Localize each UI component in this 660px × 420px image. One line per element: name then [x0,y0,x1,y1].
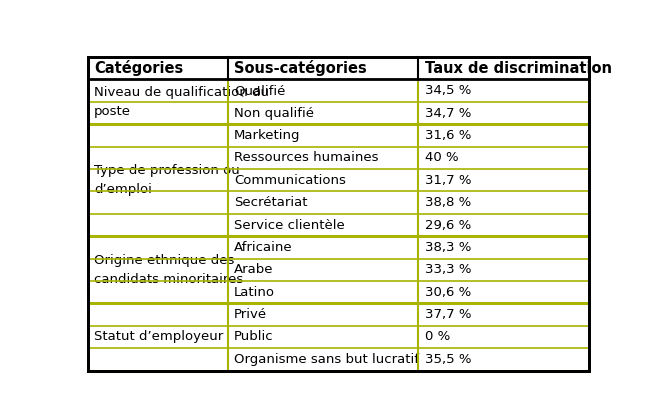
Text: 37,7 %: 37,7 % [424,308,471,321]
Text: 38,8 %: 38,8 % [424,196,471,209]
Text: Ressources humaines: Ressources humaines [234,151,379,164]
Text: Sous-catégories: Sous-catégories [234,60,367,76]
Text: Communications: Communications [234,174,346,187]
Text: Organisme sans but lucratif: Organisme sans but lucratif [234,353,419,366]
Text: 35,5 %: 35,5 % [424,353,471,366]
Text: Arabe: Arabe [234,263,274,276]
Text: 31,7 %: 31,7 % [424,174,471,187]
Text: 31,6 %: 31,6 % [424,129,471,142]
Text: Niveau de qualification du
poste: Niveau de qualification du poste [94,86,269,118]
Text: 33,3 %: 33,3 % [424,263,471,276]
Text: Origine ethnique des
candidats minoritaires: Origine ethnique des candidats minoritai… [94,254,243,286]
Text: Privé: Privé [234,308,267,321]
Text: Statut d’employeur: Statut d’employeur [94,331,223,344]
Text: Secrétariat: Secrétariat [234,196,308,209]
Text: Public: Public [234,331,274,344]
Text: 34,7 %: 34,7 % [424,107,471,120]
Text: 38,3 %: 38,3 % [424,241,471,254]
Text: Taux de discrimination: Taux de discrimination [424,60,612,76]
Text: Latino: Latino [234,286,275,299]
Text: Service clientèle: Service clientèle [234,218,345,231]
Text: 40 %: 40 % [424,151,458,164]
Text: 30,6 %: 30,6 % [424,286,471,299]
Text: Non qualifié: Non qualifié [234,107,314,120]
Text: Catégories: Catégories [94,60,183,76]
Text: Qualifié: Qualifié [234,84,286,97]
Text: Type de profession ou
d’emploi: Type de profession ou d’emploi [94,164,240,196]
Text: 0 %: 0 % [424,331,450,344]
Text: Africaine: Africaine [234,241,293,254]
Text: 34,5 %: 34,5 % [424,84,471,97]
Text: Marketing: Marketing [234,129,300,142]
Text: 29,6 %: 29,6 % [424,218,471,231]
